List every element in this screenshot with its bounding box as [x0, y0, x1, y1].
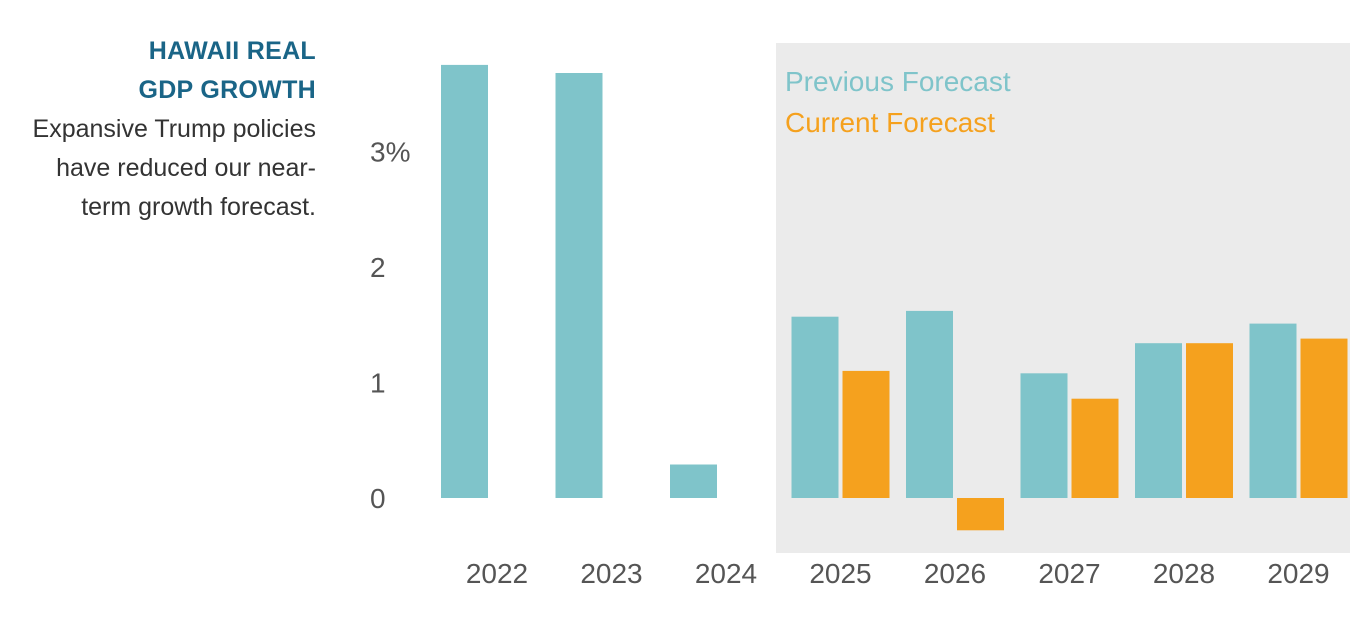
x-tick-label-2026: 2026 [924, 558, 986, 589]
previous-forecast-bar-2023 [555, 73, 603, 498]
x-tick-label-2022: 2022 [466, 558, 528, 589]
y-axis-ticks: 3% 2 1 0 [370, 137, 410, 515]
previous-forecast-bar-2024 [670, 464, 717, 498]
x-axis-ticks: 2022 2023 2024 2025 2026 2027 2028 2029 [466, 558, 1330, 589]
legend-current-forecast: Current Forecast [785, 107, 995, 138]
current-forecast-bar-2029 [1300, 338, 1348, 498]
x-tick-label-2028: 2028 [1153, 558, 1215, 589]
x-tick-label-2029: 2029 [1267, 558, 1329, 589]
chart-title-line-1: HAWAII REAL [148, 37, 316, 65]
previous-forecast-bar-2027 [1020, 373, 1068, 498]
previous-forecast-bar-2026 [906, 310, 953, 498]
previous-forecast-bar-2028 [1135, 343, 1182, 498]
current-forecast-bar-2028 [1186, 343, 1233, 498]
chart-description-line-1: Expansive Trump policies [32, 115, 316, 143]
x-tick-label-2027: 2027 [1038, 558, 1100, 589]
legend: Previous Forecast Current Forecast [785, 66, 1011, 138]
chart-description-line-2: have reduced our near- [56, 154, 316, 182]
x-tick-label-2023: 2023 [580, 558, 642, 589]
legend-previous-forecast: Previous Forecast [785, 66, 1011, 97]
x-tick-label-2025: 2025 [809, 558, 871, 589]
chart-description-line-3: term growth forecast. [81, 193, 316, 221]
current-forecast-bar-2025 [842, 370, 890, 498]
y-tick-label: 0 [370, 483, 386, 514]
y-tick-label: 3% [370, 137, 410, 168]
y-tick-label: 1 [370, 368, 386, 399]
current-forecast-bar-2027 [1071, 398, 1119, 498]
y-tick-label: 2 [370, 252, 386, 283]
previous-forecast-bar-2022 [441, 64, 488, 499]
current-forecast-bar-2026 [957, 498, 1004, 531]
previous-forecast-bar-2025 [791, 316, 839, 498]
chart-title-line-2: GDP GROWTH [138, 76, 316, 104]
x-tick-label-2024: 2024 [695, 558, 757, 589]
chart-caption: HAWAII REAL GDP GROWTH Expansive Trump p… [0, 32, 316, 227]
previous-forecast-bar-2029 [1249, 323, 1297, 498]
bars [441, 64, 1348, 531]
